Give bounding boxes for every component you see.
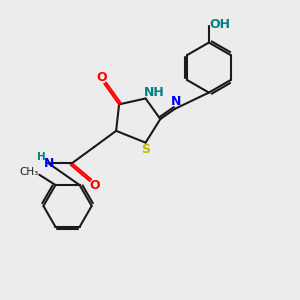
Text: H: H — [37, 152, 45, 162]
Text: S: S — [141, 143, 150, 157]
Text: O: O — [89, 179, 100, 192]
Text: OH: OH — [210, 18, 231, 32]
Text: N: N — [171, 95, 182, 108]
Text: CH₃: CH₃ — [20, 167, 39, 177]
Text: NH: NH — [144, 86, 165, 99]
Text: N: N — [44, 157, 54, 170]
Text: O: O — [97, 71, 107, 84]
